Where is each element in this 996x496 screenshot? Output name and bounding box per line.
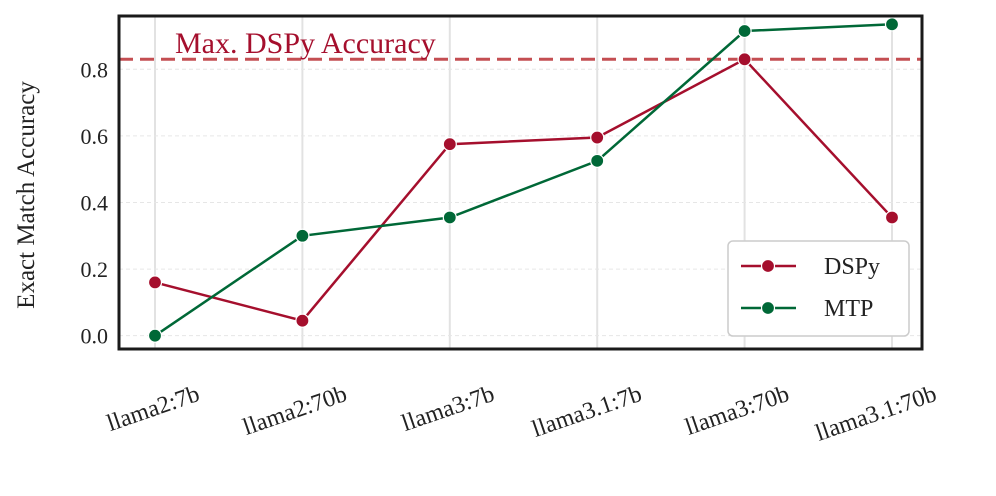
y-tick-label: 0.4: [81, 190, 109, 215]
legend-marker-dspy: [760, 258, 776, 274]
legend-label-dspy: DSPy: [824, 254, 880, 280]
plot-frame: [117, 14, 924, 351]
reference-line-label: Max. DSPy Accuracy: [175, 27, 436, 60]
reference-layer: Max. DSPy Accuracy: [119, 27, 922, 61]
y-tick-label: 0.8: [81, 57, 109, 82]
data-point-dspy: [884, 210, 900, 225]
data-point-dspy: [147, 275, 163, 290]
data-point-dspy: [295, 313, 310, 328]
y-tick-label: 0.6: [81, 124, 109, 149]
x-tick-label: llama3.1:7b: [529, 381, 645, 443]
y-axis: 0.0 0.2 0.4 0.6 0.8: [81, 57, 109, 348]
data-point-mtp: [295, 228, 310, 243]
data-point-mtp: [737, 23, 752, 39]
y-tick-label: 0.2: [81, 257, 109, 282]
x-tick-label: llama3:70b: [682, 381, 793, 441]
series-line-dspy: [154, 57, 893, 323]
x-tick-label: llama2:70b: [240, 381, 351, 441]
data-point-dspy: [737, 52, 752, 67]
legend-label-mtp: MTP: [824, 296, 873, 322]
series-line-mtp: [154, 23, 893, 337]
data-point-dspy: [590, 130, 605, 145]
series-layer: [147, 17, 900, 343]
legend: DSPy MTP: [727, 240, 910, 337]
x-axis: llama2:7b llama2:70b llama3:7b llama3.1:7b l…: [104, 381, 940, 447]
legend-box: [727, 240, 910, 337]
x-tick-label: llama2:7b: [104, 381, 203, 437]
x-tick-label: llama3:7b: [399, 381, 498, 437]
data-point-mtp: [147, 328, 163, 343]
grid-layer: [119, 16, 922, 349]
y-axis-label: Exact Match Accuracy: [13, 81, 40, 309]
data-point-mtp: [884, 17, 900, 32]
legend-marker-mtp: [760, 300, 776, 316]
data-point-mtp: [590, 153, 605, 168]
data-point-mtp: [442, 210, 457, 225]
data-point-dspy: [442, 137, 457, 152]
x-tick-label: llama3.1:70b: [812, 381, 940, 447]
y-tick-label: 0.0: [81, 324, 109, 349]
